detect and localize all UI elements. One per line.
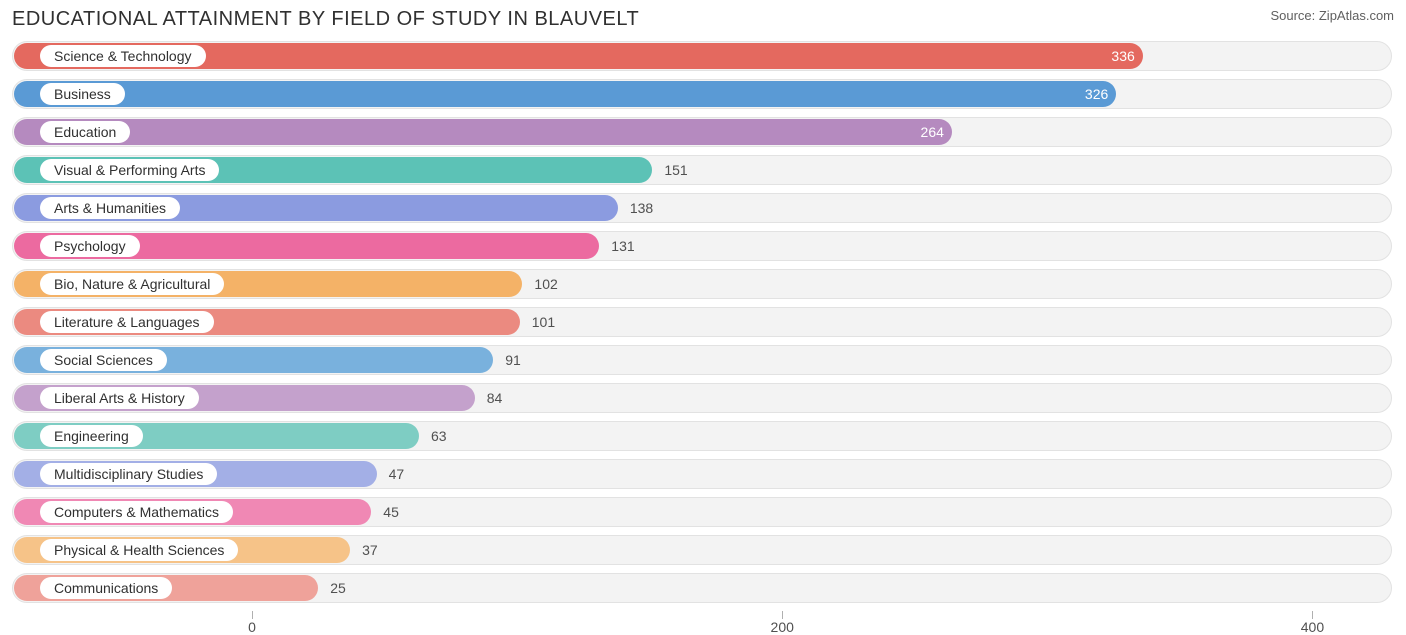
bar-value: 84	[487, 383, 503, 413]
axis-tick	[1312, 611, 1313, 619]
bar-value: 326	[1085, 79, 1108, 109]
bar-row: Visual & Performing Arts 151	[12, 155, 1392, 185]
bar-value: 91	[505, 345, 521, 375]
axis-tick	[252, 611, 253, 619]
x-axis: 0 200 400	[12, 611, 1392, 635]
bar-value: 45	[383, 497, 399, 527]
bar-row: Communications 25	[12, 573, 1392, 603]
bar-row: Psychology 131	[12, 231, 1392, 261]
bar-row: Engineering 63	[12, 421, 1392, 451]
bar-value: 37	[362, 535, 378, 565]
bar-label: Science & Technology	[40, 45, 206, 67]
bar-row: Education 264	[12, 117, 1392, 147]
bar-label: Visual & Performing Arts	[40, 159, 219, 181]
bar-label: Multidisciplinary Studies	[40, 463, 217, 485]
bar-label: Liberal Arts & History	[40, 387, 199, 409]
bar-value: 101	[532, 307, 555, 337]
axis-tick-label: 400	[1301, 619, 1324, 635]
bar-value: 151	[664, 155, 687, 185]
axis-tick-label: 200	[771, 619, 794, 635]
bar-label: Physical & Health Sciences	[40, 539, 238, 561]
bar-row: Computers & Mathematics 45	[12, 497, 1392, 527]
bar-label: Bio, Nature & Agricultural	[40, 273, 224, 295]
bar-label: Communications	[40, 577, 172, 599]
chart-title: EDUCATIONAL ATTAINMENT BY FIELD OF STUDY…	[12, 8, 639, 31]
axis-tick	[782, 611, 783, 619]
bar-value: 25	[330, 573, 346, 603]
bar-row: Liberal Arts & History 84	[12, 383, 1392, 413]
bar-label: Literature & Languages	[40, 311, 214, 333]
bar-row: Bio, Nature & Agricultural 102	[12, 269, 1392, 299]
bar-value: 102	[534, 269, 557, 299]
bar-label: Education	[40, 121, 130, 143]
bar-label: Psychology	[40, 235, 140, 257]
bar-row: Multidisciplinary Studies 47	[12, 459, 1392, 489]
bar-value: 336	[1111, 41, 1134, 71]
bar-value: 63	[431, 421, 447, 451]
bar-value: 47	[389, 459, 405, 489]
bar-value: 264	[921, 117, 944, 147]
bar-row: Arts & Humanities 138	[12, 193, 1392, 223]
bar-label: Social Sciences	[40, 349, 167, 371]
bar-label: Computers & Mathematics	[40, 501, 233, 523]
bar-label: Arts & Humanities	[40, 197, 180, 219]
bar-label: Engineering	[40, 425, 143, 447]
axis-tick-label: 0	[248, 619, 256, 635]
bar-row: Science & Technology 336	[12, 41, 1392, 71]
chart-header: EDUCATIONAL ATTAINMENT BY FIELD OF STUDY…	[12, 8, 1394, 31]
bar-fill	[14, 81, 1116, 107]
bar-label: Business	[40, 83, 125, 105]
chart-source: Source: ZipAtlas.com	[1270, 8, 1394, 23]
bar-row: Physical & Health Sciences 37	[12, 535, 1392, 565]
bar-row: Business 326	[12, 79, 1392, 109]
bar-value: 131	[611, 231, 634, 261]
bar-row: Social Sciences 91	[12, 345, 1392, 375]
bar-row: Literature & Languages 101	[12, 307, 1392, 337]
bar-value: 138	[630, 193, 653, 223]
bars-area: Science & Technology 336 Business 326 Educat…	[12, 41, 1394, 603]
bar-fill	[14, 119, 952, 145]
chart-container: EDUCATIONAL ATTAINMENT BY FIELD OF STUDY…	[0, 0, 1406, 631]
